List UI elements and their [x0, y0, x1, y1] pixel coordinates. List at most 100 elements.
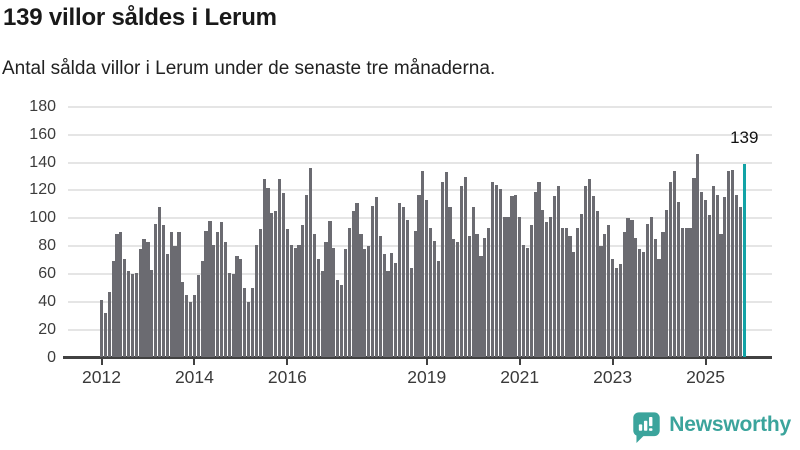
bar [587, 179, 591, 358]
bar [111, 261, 115, 358]
bar [115, 233, 119, 358]
bar [130, 273, 135, 358]
bar [212, 244, 216, 358]
bar [545, 222, 549, 358]
bar [216, 232, 220, 358]
bar [483, 237, 487, 358]
bar [487, 228, 491, 358]
bar [641, 251, 646, 358]
bar [99, 300, 104, 358]
bar [599, 246, 603, 358]
bar [514, 194, 518, 358]
bar [355, 202, 359, 358]
bar [107, 292, 111, 358]
bar [560, 228, 564, 358]
bar [568, 236, 572, 358]
bar [463, 176, 468, 358]
bar [343, 248, 348, 358]
bar [738, 207, 742, 358]
bar [649, 216, 653, 358]
bar [688, 228, 692, 358]
bar [239, 258, 243, 358]
bar [208, 221, 212, 358]
gridline [68, 189, 772, 192]
bar [719, 233, 723, 358]
bar [157, 207, 162, 358]
bar [583, 186, 588, 358]
bar [436, 261, 440, 358]
bar [727, 170, 731, 358]
bar [289, 244, 293, 358]
bar [394, 262, 398, 358]
gridline [68, 105, 772, 108]
bar [247, 301, 251, 358]
bar [154, 223, 158, 358]
bar [576, 228, 580, 358]
bar [696, 154, 700, 358]
bar [684, 228, 688, 358]
bar [281, 193, 286, 358]
bar [119, 232, 123, 358]
bar [703, 200, 708, 358]
bar [262, 179, 266, 358]
bar [556, 186, 560, 358]
gridline [68, 133, 772, 136]
bar [293, 247, 297, 358]
x-tick [704, 357, 707, 365]
bar [456, 241, 460, 358]
bar [611, 258, 615, 358]
x-tick [100, 357, 103, 365]
bar [382, 254, 386, 358]
y-tick-label: 120 [29, 181, 56, 199]
bar [192, 294, 196, 358]
bar [541, 209, 545, 358]
bar [731, 169, 735, 358]
bar [653, 239, 657, 358]
bar [494, 184, 499, 358]
bar [595, 211, 599, 358]
bar [549, 216, 553, 358]
chart-title: 139 villor såldes i Lerum [3, 4, 277, 31]
y-tick-label: 160 [29, 125, 56, 143]
bar [715, 194, 719, 358]
bar [328, 221, 332, 358]
brand-name: Newsworthy [669, 413, 791, 436]
bar [440, 182, 444, 358]
bar [564, 228, 568, 358]
gridline [68, 161, 772, 164]
bar [680, 228, 684, 358]
bar [506, 216, 510, 358]
y-tick-label: 20 [38, 320, 56, 338]
bar [219, 222, 224, 358]
bar [533, 191, 537, 358]
x-tick [611, 357, 614, 365]
bar [591, 196, 595, 358]
bar [367, 246, 371, 358]
bar [347, 228, 351, 358]
bar [661, 232, 665, 358]
bar [243, 287, 247, 358]
bar [429, 228, 433, 358]
bar [103, 312, 107, 358]
bar [572, 251, 576, 358]
bar [622, 232, 626, 358]
bar [676, 201, 680, 358]
bar [370, 205, 375, 358]
chart-subtitle: Antal sålda villor i Lerum under de sena… [2, 58, 496, 79]
y-tick-label: 140 [29, 153, 56, 171]
bar [235, 255, 239, 358]
bar [316, 258, 320, 358]
bar [250, 287, 255, 358]
bar [448, 207, 452, 358]
bar [452, 239, 456, 358]
bar [270, 212, 274, 358]
bar [231, 273, 235, 358]
bar [521, 244, 526, 358]
bar [150, 269, 154, 358]
bar [525, 247, 529, 358]
bar [672, 170, 677, 358]
bar [142, 239, 146, 358]
bar [301, 225, 305, 358]
highlighted-bar [742, 163, 746, 358]
